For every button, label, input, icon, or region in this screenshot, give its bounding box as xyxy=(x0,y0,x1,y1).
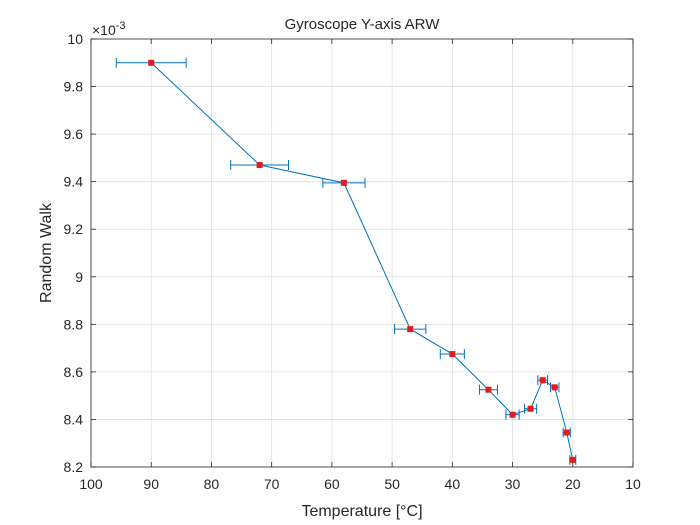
data-point xyxy=(569,456,576,463)
plot-frame xyxy=(90,38,634,468)
y-tick-label: 8.6 xyxy=(64,364,84,380)
data-point xyxy=(527,405,534,412)
x-tick-label: 90 xyxy=(143,476,159,492)
exponent-base: ×10 xyxy=(92,22,116,38)
y-tick-label: 9 xyxy=(75,269,83,285)
data-point xyxy=(148,59,155,66)
y-tick-label: 9.8 xyxy=(64,79,84,95)
data-point xyxy=(563,429,570,436)
y-tick-label: 8.4 xyxy=(64,411,84,427)
y-tick-label: 10 xyxy=(67,31,83,47)
data-point xyxy=(449,351,456,358)
series-layer xyxy=(115,57,577,465)
data-point xyxy=(509,411,516,418)
y-tick-label: 8.2 xyxy=(64,459,84,475)
x-tick-label: 50 xyxy=(384,476,400,492)
x-tick-label: 10 xyxy=(625,476,641,492)
y-exponent-label: ×10-3 xyxy=(92,20,126,38)
data-point xyxy=(256,162,263,169)
x-tick-label: 20 xyxy=(565,476,581,492)
series-line xyxy=(150,62,574,460)
x-tick-label: 30 xyxy=(505,476,521,492)
x-tick-label: 70 xyxy=(264,476,280,492)
x-tick-label: 60 xyxy=(324,476,340,492)
axis-ticks: 100 90 80 70 60 50 40 30 20 10 10 9.8 9.6 9.4 9.2 9 8.8 8… xyxy=(64,31,641,492)
exponent-power: -3 xyxy=(116,20,126,32)
y-tick-label: 9.4 xyxy=(64,174,84,190)
chart-title: Gyroscope Y-axis ARW xyxy=(285,16,441,33)
y-tick-label: 8.8 xyxy=(64,316,84,332)
data-point xyxy=(539,377,546,384)
data-point xyxy=(340,179,347,186)
x-tick-label: 80 xyxy=(204,476,220,492)
data-point xyxy=(407,326,414,333)
y-tick-label: 9.2 xyxy=(64,221,84,237)
data-point xyxy=(551,384,558,391)
x-axis-label: Temperature [°C] xyxy=(301,503,422,520)
y-axis-label: Random Walk xyxy=(38,202,55,303)
plot-area xyxy=(91,39,633,467)
y-tick-label: 9.6 xyxy=(64,126,84,142)
data-point xyxy=(485,386,492,393)
x-tick-label: 100 xyxy=(79,476,103,492)
x-tick-label: 40 xyxy=(445,476,461,492)
